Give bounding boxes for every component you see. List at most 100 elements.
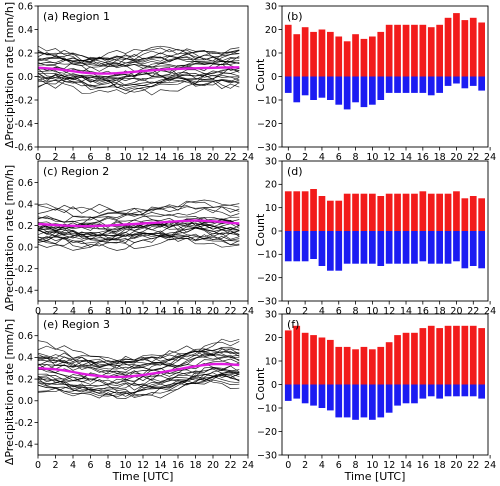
x-tick-label: 22 [467, 306, 479, 317]
positive-bar [394, 335, 401, 385]
x-tick-label: 4 [70, 152, 76, 163]
panel-e-line: 0 2 4 6 8 10 12 14 16 18 20 22 24-0.4-0.20.00.20.40.… [14, 313, 254, 471]
ensemble-member-line [38, 218, 240, 231]
ensemble-member-line [38, 348, 240, 375]
positive-bar [284, 24, 292, 77]
x-tick-label: 0 [35, 306, 41, 317]
negative-bar [352, 76, 359, 103]
ensemble-member-line [38, 206, 240, 223]
positive-bar [352, 34, 359, 77]
ensemble-member-line [38, 68, 240, 79]
positive-bar [436, 193, 443, 231]
panel-label: (f) [287, 318, 299, 331]
negative-bar [394, 384, 401, 406]
x-tick-label: 0 [285, 460, 291, 471]
x-tick-label: 20 [450, 306, 462, 317]
positive-bar [427, 27, 435, 77]
negative-bar [461, 76, 469, 89]
x-tick-label: 22 [467, 460, 479, 471]
x-tick-label: 16 [417, 460, 429, 471]
positive-bar [293, 34, 301, 77]
negative-bar [369, 231, 376, 264]
x-tick-label: 12 [383, 460, 395, 471]
x-tick-label: 6 [336, 306, 342, 317]
y-tick-label: -0.2 [14, 264, 33, 275]
ensemble-member-line [38, 56, 240, 67]
x-tick-label: 2 [52, 306, 58, 317]
x-tick-label: 10 [119, 152, 131, 163]
ensemble-member-line [38, 221, 240, 239]
negative-bar [310, 76, 317, 100]
negative-bar [293, 231, 301, 262]
negative-bar [394, 231, 401, 264]
x-tick-label: 14 [154, 306, 166, 317]
negative-bar [369, 384, 376, 420]
y-tick-label: 0.0 [18, 72, 33, 83]
plot-area [284, 189, 485, 271]
positive-bar [327, 339, 334, 385]
positive-bar [335, 200, 343, 231]
ensemble-member-line [38, 205, 240, 223]
ensemble-member-line [38, 52, 240, 71]
y-tick-label: 10 [265, 356, 277, 367]
negative-bar [478, 231, 485, 269]
left-ylabel-top: ΔPrecipitation rate [mm/h] [3, 2, 16, 148]
positive-bar [318, 196, 326, 231]
x-tick-label: 12 [137, 306, 149, 317]
y-tick-label: 0.4 [18, 25, 33, 36]
ensemble-member-line [38, 351, 240, 365]
x-tick-label: 0 [35, 152, 41, 163]
negative-bar [377, 231, 385, 266]
positive-bar [301, 27, 309, 77]
x-tick-label: 18 [189, 460, 201, 471]
negative-bar [419, 231, 427, 262]
y-tick-label: −20 [257, 119, 277, 130]
right-ylabel-top: Count [254, 58, 267, 91]
negative-bar [469, 384, 477, 397]
ensemble-member-line [38, 345, 240, 366]
positive-bar [402, 24, 410, 77]
negative-bar [436, 76, 443, 93]
positive-bar [436, 328, 443, 385]
negative-bar [469, 76, 477, 86]
x-tick-label: 20 [207, 152, 219, 163]
positive-bar [461, 325, 469, 385]
positive-bar [377, 31, 385, 77]
negative-bar [478, 76, 485, 91]
positive-bar [478, 22, 485, 77]
positive-bar [377, 346, 385, 385]
positive-bar [419, 191, 427, 231]
positive-bar [478, 328, 485, 385]
positive-bar [469, 325, 477, 385]
negative-bar [335, 231, 343, 271]
x-tick-label: 10 [119, 306, 131, 317]
x-tick-label: 6 [87, 152, 93, 163]
negative-bar [284, 76, 292, 93]
x-tick-label: 8 [105, 306, 111, 317]
plot-area [38, 338, 240, 399]
x-tick-label: 20 [207, 460, 219, 471]
negative-bar [444, 384, 452, 397]
x-tick-label: 22 [467, 152, 479, 163]
y-tick-label: 30 [265, 156, 277, 167]
negative-bar [310, 231, 317, 259]
positive-bar [293, 325, 301, 385]
panel-label: (c) Region 2 [43, 165, 109, 178]
ensemble-member-line [38, 350, 240, 375]
positive-bar [469, 196, 477, 231]
x-tick-label: 16 [172, 152, 184, 163]
x-tick-label: 8 [105, 460, 111, 471]
panel-c-line: 0 2 4 6 8 10 12 14 16 18 20 22 24-0.4-0.20.00.20.40.… [14, 160, 254, 317]
positive-bar [394, 24, 401, 77]
x-tick-label: 6 [336, 152, 342, 163]
y-tick-label: −20 [257, 427, 277, 438]
y-tick-label: -0.6 [14, 142, 33, 153]
ensemble-member-line [38, 73, 240, 86]
x-tick-label: 14 [400, 460, 412, 471]
ensemble-member-line [38, 354, 240, 381]
negative-bar [360, 384, 368, 418]
positive-bar [343, 41, 351, 77]
x-tick-label: 16 [417, 152, 429, 163]
ensemble-member-line [38, 362, 240, 380]
negative-bar [444, 231, 452, 264]
